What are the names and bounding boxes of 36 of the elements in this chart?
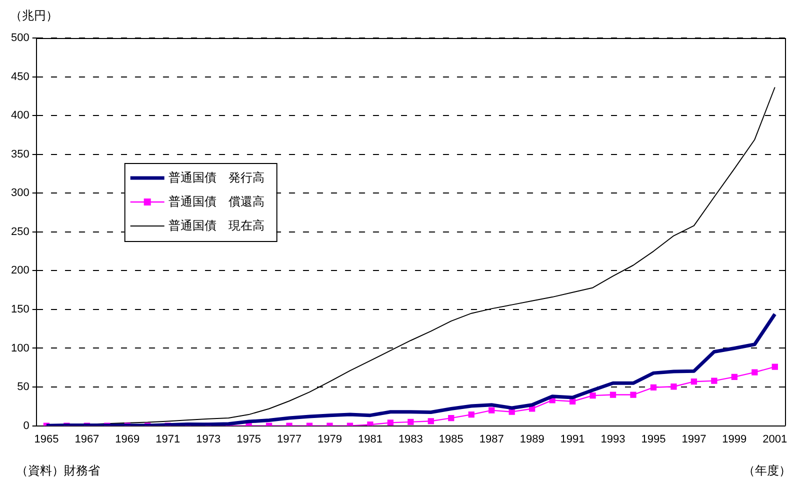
x-tick-label: 1987 [479, 433, 504, 446]
y-tick-label: 450 [10, 70, 30, 83]
legend-label: 普通国債 現在高 [168, 218, 264, 232]
y-tick-label: 150 [10, 303, 30, 316]
y-tick-label: 300 [10, 187, 30, 200]
x-tick-label: 1973 [196, 433, 221, 446]
y-tick-label: 100 [10, 342, 30, 354]
x-tick-label: 1965 [34, 433, 59, 446]
x-tick-label: 2001 [762, 433, 788, 446]
legend-label: 普通国債 発行高 [168, 170, 264, 184]
x-tick-label: 1993 [600, 433, 626, 446]
y-tick-label: 400 [10, 110, 30, 122]
y-tick-label: 0 [23, 420, 30, 432]
x-tick-label: 1997 [682, 433, 706, 446]
legend-label: 普通国債 償還高 [168, 194, 264, 208]
x-tick-label: 1999 [722, 433, 747, 446]
x-tick-label: 1991 [560, 433, 585, 446]
y-axis-title: （兆円） [10, 8, 58, 22]
y-tick-label: 350 [10, 148, 30, 160]
x-tick-label: 1995 [641, 433, 666, 446]
x-tick-label: 1979 [318, 433, 342, 446]
y-tick-label: 200 [10, 264, 30, 277]
x-tick-label: 1989 [520, 433, 544, 446]
y-tick-label: 250 [10, 226, 30, 238]
x-tick-label: 1977 [277, 433, 302, 446]
x-tick-label: 1985 [438, 433, 464, 446]
x-tick-label: 1969 [115, 433, 140, 446]
x-tick-label: 1983 [398, 433, 423, 446]
text: （資料）財務省 [16, 463, 100, 478]
y-tick-label: 50 [17, 381, 30, 394]
x-tick-label: 1971 [156, 433, 180, 446]
x-tick-label: 1967 [74, 433, 100, 446]
x-tick-label: 1975 [236, 433, 262, 446]
x-axis-title: （年度） [743, 463, 791, 478]
y-tick-label: 500 [10, 32, 30, 44]
x-tick-label: 1981 [358, 433, 382, 446]
